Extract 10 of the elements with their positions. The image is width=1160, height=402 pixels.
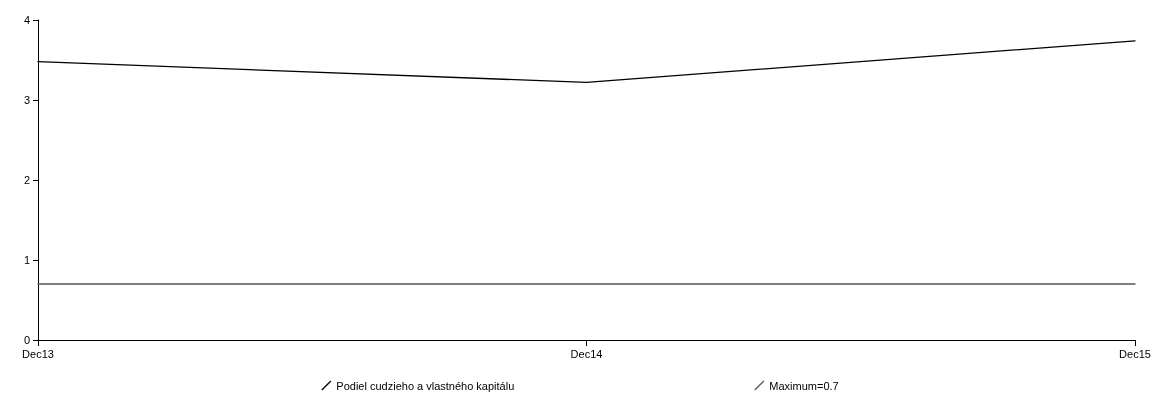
legend-label: Podiel cudzieho a vlastného kapitálu — [336, 379, 515, 392]
x-tick-label: Dec13 — [22, 347, 54, 360]
x-tick-label: Dec14 — [570, 347, 603, 360]
y-tick-label: 1 — [23, 254, 30, 266]
y-tick-label: 0 — [23, 334, 30, 346]
y-tick-label: 2 — [23, 174, 30, 186]
y-tick-label: 4 — [23, 14, 30, 26]
x-tick-label: Dec15 — [1119, 347, 1151, 360]
legend-label: Maximum=0.7 — [769, 379, 839, 392]
y-tick-label: 3 — [23, 94, 30, 106]
